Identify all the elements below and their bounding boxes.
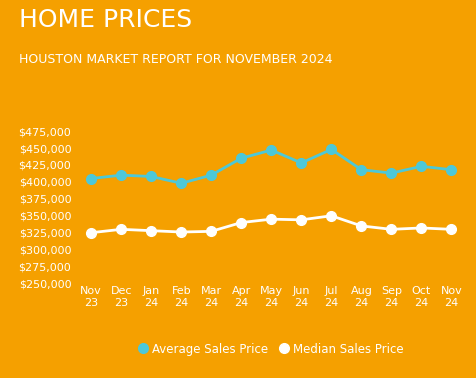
Median Sales Price bbox=[418, 226, 424, 230]
Median Sales Price bbox=[119, 227, 124, 232]
Average Sales Price bbox=[178, 181, 184, 186]
Average Sales Price bbox=[298, 161, 304, 165]
Average Sales Price bbox=[238, 156, 244, 161]
Average Sales Price bbox=[119, 173, 124, 177]
Median Sales Price bbox=[268, 217, 274, 222]
Legend: Average Sales Price, Median Sales Price: Average Sales Price, Median Sales Price bbox=[134, 338, 408, 361]
Text: HOME PRICES: HOME PRICES bbox=[19, 8, 192, 31]
Median Sales Price bbox=[388, 227, 394, 232]
Average Sales Price bbox=[89, 176, 94, 181]
Line: Average Sales Price: Average Sales Price bbox=[86, 144, 456, 188]
Average Sales Price bbox=[388, 171, 394, 175]
Median Sales Price bbox=[358, 224, 364, 228]
Median Sales Price bbox=[328, 214, 334, 218]
Median Sales Price bbox=[298, 218, 304, 222]
Average Sales Price bbox=[208, 173, 214, 177]
Median Sales Price bbox=[238, 220, 244, 225]
Median Sales Price bbox=[178, 230, 184, 234]
Median Sales Price bbox=[208, 229, 214, 234]
Median Sales Price bbox=[448, 227, 454, 232]
Median Sales Price bbox=[89, 231, 94, 235]
Average Sales Price bbox=[448, 167, 454, 172]
Average Sales Price bbox=[149, 174, 154, 179]
Text: HOUSTON MARKET REPORT FOR NOVEMBER 2024: HOUSTON MARKET REPORT FOR NOVEMBER 2024 bbox=[19, 53, 333, 66]
Average Sales Price bbox=[418, 164, 424, 169]
Average Sales Price bbox=[268, 148, 274, 152]
Line: Median Sales Price: Median Sales Price bbox=[86, 211, 456, 237]
Average Sales Price bbox=[328, 147, 334, 152]
Median Sales Price bbox=[149, 228, 154, 233]
Average Sales Price bbox=[358, 167, 364, 172]
